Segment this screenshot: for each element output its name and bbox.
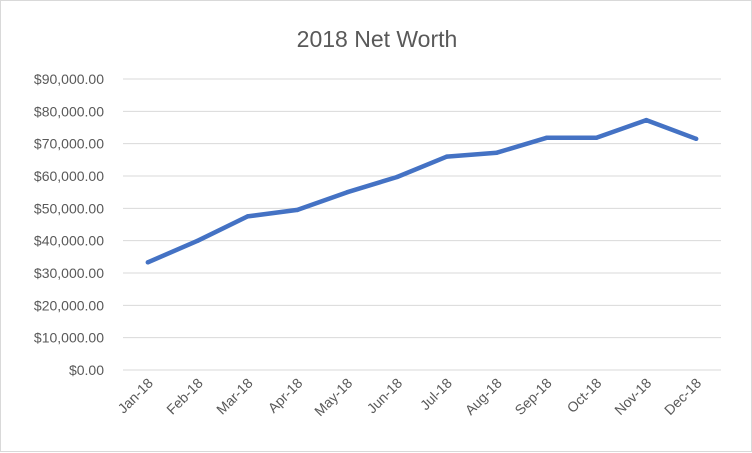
- x-tick-label: Aug-18: [462, 375, 505, 418]
- y-tick-label: $30,000.00: [34, 265, 104, 281]
- y-tick-label: $0.00: [69, 362, 104, 378]
- data-point: [494, 150, 499, 155]
- data-point: [644, 117, 649, 123]
- gridlines: [123, 78, 721, 371]
- x-tick-label: Jan-18: [114, 375, 156, 417]
- data-point: [394, 174, 400, 180]
- series-line: [145, 117, 699, 265]
- data-point: [195, 238, 200, 243]
- x-tick-label: Feb-18: [163, 375, 206, 418]
- y-axis-tick-labels: $0.00 $10,000.00 $20,000.00 $30,000.00 $40,0…: [34, 71, 104, 378]
- x-tick-label: Sep-18: [511, 375, 554, 418]
- data-point: [145, 260, 151, 265]
- x-tick-label: Oct-18: [564, 375, 605, 416]
- data-point: [295, 207, 300, 213]
- y-tick-label: $10,000.00: [34, 330, 104, 346]
- data-point: [594, 135, 599, 141]
- x-tick-label: Jul-18: [417, 375, 455, 413]
- x-tick-label: May-18: [311, 375, 355, 419]
- y-tick-label: $60,000.00: [34, 168, 104, 184]
- data-point: [544, 135, 549, 141]
- x-tick-label: Jun-18: [364, 375, 406, 417]
- data-point: [345, 189, 350, 195]
- y-tick-label: $90,000.00: [34, 71, 104, 87]
- x-axis-tick-labels: Jan-18 Feb-18 Mar-18 Apr-18 May-18 Jun-18 Jul-…: [114, 375, 704, 419]
- series-group: [145, 117, 699, 265]
- data-point: [245, 214, 250, 219]
- y-tick-label: $70,000.00: [34, 136, 104, 152]
- x-tick-label: Dec-18: [661, 375, 704, 418]
- y-tick-label: $40,000.00: [34, 233, 104, 249]
- x-tick-label: Nov-18: [611, 375, 654, 418]
- y-tick-label: $20,000.00: [34, 297, 104, 313]
- y-tick-label: $50,000.00: [34, 200, 104, 216]
- data-point: [444, 154, 450, 159]
- x-tick-label: Mar-18: [213, 375, 256, 418]
- y-tick-label: $80,000.00: [34, 103, 104, 119]
- x-tick-label: Apr-18: [265, 375, 306, 416]
- chart-title: 2018 Net Worth: [297, 26, 458, 52]
- data-point: [693, 136, 699, 142]
